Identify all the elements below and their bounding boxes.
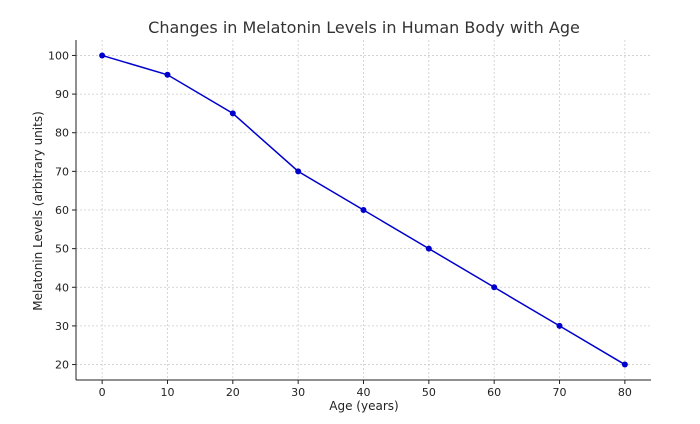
x-tick-label: 70 [553, 386, 567, 399]
x-tick-label: 50 [422, 386, 436, 399]
data-point [99, 52, 106, 59]
data-point [425, 245, 432, 252]
x-tick-label: 30 [291, 386, 305, 399]
y-tick-label: 20 [55, 359, 69, 372]
y-tick-label: 100 [48, 49, 69, 62]
series-layer [99, 52, 628, 368]
data-point [295, 168, 302, 175]
y-tick-label: 90 [55, 88, 69, 101]
data-point [491, 284, 498, 291]
x-tick-label: 40 [357, 386, 371, 399]
data-point [229, 110, 236, 117]
y-tick-label: 40 [55, 281, 69, 294]
x-tick-label: 0 [99, 386, 106, 399]
x-tick-label: 80 [618, 386, 632, 399]
chart-title: Changes in Melatonin Levels in Human Bod… [148, 18, 580, 37]
y-tick-label: 50 [55, 243, 69, 256]
y-tick-label: 80 [55, 127, 69, 140]
y-tick-label: 70 [55, 165, 69, 178]
y-tick-label: 30 [55, 320, 69, 333]
y-axis-label: Melatonin Levels (arbitrary units) [31, 111, 45, 311]
x-tick-label: 60 [487, 386, 501, 399]
data-point [164, 71, 171, 78]
x-tick-label: 10 [160, 386, 174, 399]
data-point [556, 322, 563, 329]
axes: 0 10 20 30 40 50 60 70 80 20 30 40 50 60 70 80 90 100 [48, 40, 651, 399]
x-axis-label: Age (years) [329, 399, 398, 413]
y-tick-label: 60 [55, 204, 69, 217]
data-point [621, 361, 628, 368]
data-point [360, 207, 367, 213]
x-tick-label: 20 [226, 386, 240, 399]
